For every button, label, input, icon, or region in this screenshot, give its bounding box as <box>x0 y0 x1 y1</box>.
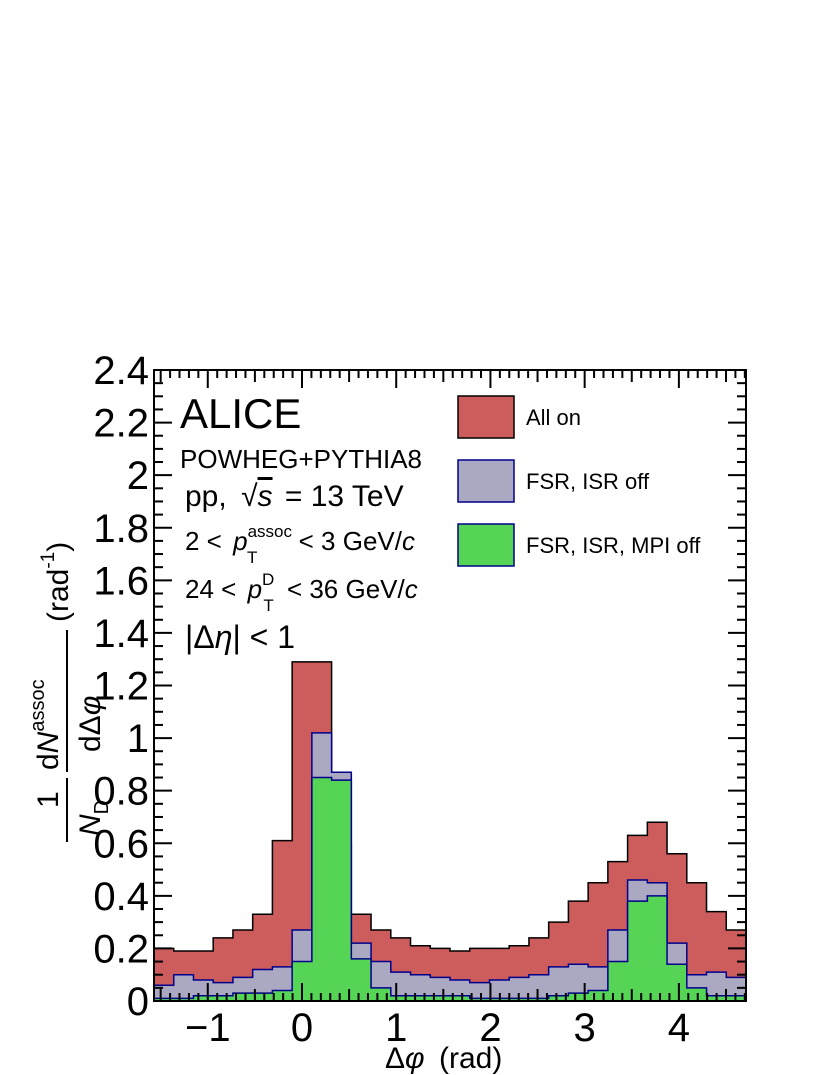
x-axis-title: Δφ (rad) <box>385 1042 502 1075</box>
legend-swatch-0 <box>457 395 515 439</box>
y-tick-label: 0.4 <box>93 875 149 919</box>
y-tick-label: 0.6 <box>93 822 149 866</box>
trigger-pt-range: 24 < pD T < 36 GeV/c <box>185 570 418 617</box>
legend: All on FSR, ISR off FSR, ISR, MPI off <box>457 395 701 567</box>
y-axis-title-dn: dNassoc <box>27 679 65 770</box>
y-tick-label: 1 <box>127 717 149 761</box>
x-tick-label: 3 <box>574 1006 596 1050</box>
x-tick-label: 0 <box>291 1006 313 1050</box>
series-outline-1 <box>154 732 746 986</box>
experiment-label: ALICE <box>180 390 301 437</box>
y-axis-title-dphi: dΔφ <box>74 696 107 752</box>
y-tick-label: 1.2 <box>93 665 149 709</box>
x-tick-label: 4 <box>668 1006 690 1050</box>
x-tick-label: 1 <box>385 1006 407 1050</box>
y-axis-title: 1 ND dNassoc dΔφ (rad-1) <box>27 542 113 842</box>
series-area-1 <box>154 732 746 1001</box>
y-axis-title-nd: ND <box>74 800 113 836</box>
legend-label-2: FSR, ISR, MPI off <box>526 533 701 558</box>
y-tick-label: 1.8 <box>93 507 149 551</box>
series-outline-2 <box>154 776 746 1000</box>
eta-cut-label: |Δη| < 1 <box>185 619 295 655</box>
legend-swatch-1 <box>457 459 515 503</box>
legend-label-0: All on <box>526 405 581 430</box>
legend-label-1: FSR, ISR off <box>526 469 650 494</box>
x-tick-label: −1 <box>185 1006 231 1050</box>
y-tick-label: 0.8 <box>93 770 149 814</box>
tick-labels: 0 0.2 0.4 0.6 0.8 1 1.2 1.4 1.6 1.8 2 2.2 2.4 −1 0 1 2 3 4 <box>93 349 690 1050</box>
legend-swatch-2 <box>457 523 515 567</box>
y-tick-label: 0.2 <box>93 927 149 971</box>
collision-system-label: pp, √s = 13 TeV <box>185 480 404 513</box>
y-tick-label: 1.6 <box>93 559 149 603</box>
y-tick-label: 1.4 <box>93 612 149 656</box>
y-tick-label: 2 <box>127 454 149 498</box>
assoc-pt-range: 2 < passoc T < 3 GeV/c <box>185 522 415 569</box>
y-axis-title-unit: (rad-1) <box>38 542 75 622</box>
series-outline-0 <box>154 661 746 952</box>
y-tick-label: 0 <box>127 980 149 1024</box>
series-area-0 <box>154 661 746 1001</box>
generator-label: POWHEG+PYTHIA8 <box>180 444 422 474</box>
x-tick-label: 2 <box>479 1006 501 1050</box>
y-axis-title-one: 1 <box>32 791 65 808</box>
histogram-layer <box>154 661 746 1001</box>
y-tick-label: 2.4 <box>93 349 149 393</box>
y-tick-label: 2.2 <box>93 402 149 446</box>
axis-ticks <box>154 369 746 1002</box>
